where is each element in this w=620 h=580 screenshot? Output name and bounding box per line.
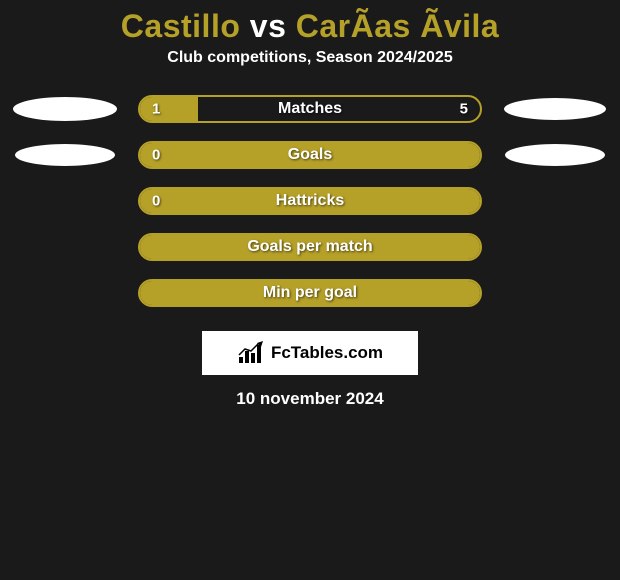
stat-bar: 0 Hattricks	[138, 187, 482, 215]
stats-container: 1 5 Matches 0 Goals 0 Hattricks Goals per match…	[0, 95, 620, 307]
bar-label: Matches	[278, 100, 342, 118]
stat-row: Min per goal	[12, 279, 608, 307]
player1-name: Castillo	[121, 8, 241, 44]
logo-text: FcTables.com	[271, 343, 383, 363]
comparison-title: Castillo vs CarÃ­as Ãvila	[0, 0, 620, 49]
vs-separator: vs	[240, 8, 295, 44]
ellipse-icon	[13, 97, 117, 121]
date-label: 10 november 2024	[0, 389, 620, 409]
stat-row: 0 Goals	[12, 141, 608, 169]
ellipse-icon	[504, 98, 606, 120]
ellipse-icon	[505, 144, 605, 166]
bar-label: Goals per match	[247, 238, 372, 256]
player2-name: CarÃ­as Ãvila	[296, 8, 499, 44]
stat-bar: Min per goal	[138, 279, 482, 307]
bar-right-value: 5	[460, 101, 468, 118]
stat-row: 1 5 Matches	[12, 95, 608, 123]
right-side	[502, 144, 608, 166]
logo-box[interactable]: FcTables.com	[202, 331, 418, 375]
stat-bar: Goals per match	[138, 233, 482, 261]
left-side	[12, 144, 118, 166]
bar-fill	[140, 97, 198, 121]
bar-chart-icon	[237, 341, 265, 365]
bar-left-value: 0	[152, 193, 160, 210]
right-side	[502, 98, 608, 120]
bar-left-value: 0	[152, 147, 160, 164]
bar-left-value: 1	[152, 101, 160, 118]
stat-row: 0 Hattricks	[12, 187, 608, 215]
left-side	[12, 97, 118, 121]
stat-bar: 1 5 Matches	[138, 95, 482, 123]
bar-label: Hattricks	[276, 192, 344, 210]
bar-label: Min per goal	[263, 284, 357, 302]
stat-row: Goals per match	[12, 233, 608, 261]
ellipse-icon	[15, 144, 115, 166]
bar-label: Goals	[288, 146, 332, 164]
stat-bar: 0 Goals	[138, 141, 482, 169]
subtitle: Club competitions, Season 2024/2025	[0, 49, 620, 95]
